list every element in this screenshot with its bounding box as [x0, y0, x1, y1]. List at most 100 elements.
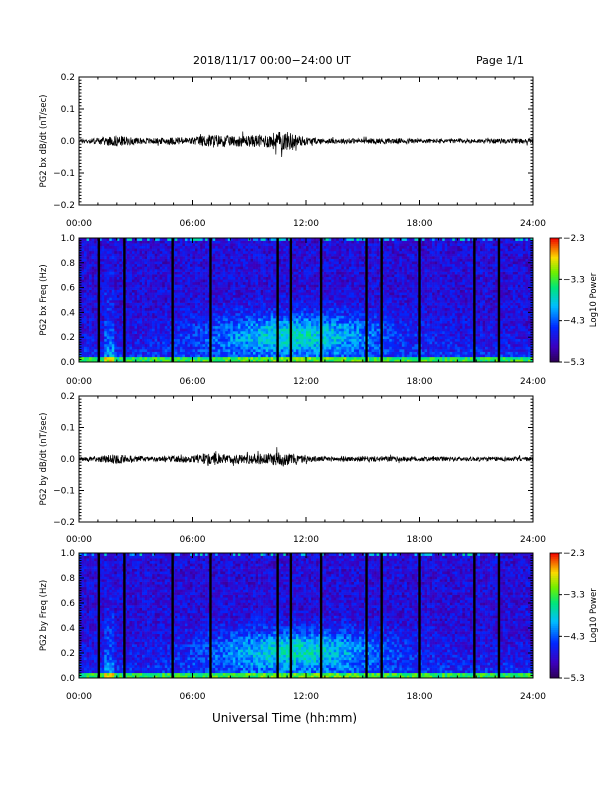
spectrogram-cell: [86, 261, 90, 265]
spectrogram-cell: [104, 343, 108, 347]
spectrogram-cell: [164, 341, 168, 345]
spectrogram-cell: [235, 351, 239, 355]
spectrogram-cell: [278, 284, 282, 288]
spectrogram-cell: [124, 305, 128, 309]
spectrogram-cell: [134, 294, 138, 298]
spectrogram-cell: [328, 325, 332, 329]
spectrogram-cell: [99, 336, 102, 340]
spectrogram-cell: [306, 325, 309, 329]
spectrogram-cell: [311, 300, 314, 303]
spectrogram-cell: [308, 356, 312, 360]
spectrogram-cell: [189, 256, 193, 259]
spectrogram-cell: [205, 328, 208, 332]
spectrogram-cell: [154, 349, 158, 352]
spectrogram-cell: [328, 248, 332, 252]
spectrogram-cell: [104, 248, 108, 252]
spectrogram-cell: [240, 243, 244, 247]
spectrogram-cell: [225, 354, 229, 358]
spectrogram-cell: [111, 243, 115, 247]
spectrogram-cell: [164, 359, 168, 363]
spectrogram-cell: [235, 312, 239, 316]
spectrogram-cell: [240, 338, 244, 342]
spectrogram-cell: [280, 248, 284, 252]
spectrogram-cell: [217, 250, 221, 254]
spectrogram-cell: [99, 351, 102, 355]
spectrogram-cell: [134, 310, 138, 314]
spectrogram-cell: [230, 359, 234, 363]
spectrogram-cell: [89, 328, 92, 332]
spectrogram-cell: [134, 328, 138, 332]
spectrogram-cell: [306, 274, 309, 278]
spectrogram-cell: [207, 310, 211, 314]
spectrogram-cell: [207, 258, 211, 262]
spectrogram-cell: [179, 318, 183, 321]
spectrogram-cell: [260, 238, 264, 241]
spectrogram-cell: [263, 269, 266, 272]
spectrogram-cell: [192, 302, 196, 306]
spectrogram-cell: [119, 333, 123, 337]
spectrogram-cell: [242, 263, 246, 267]
spectrogram-cell: [104, 310, 108, 314]
spectrogram-cell: [124, 318, 128, 321]
spectrogram-cell: [169, 343, 173, 347]
spectrogram-cell: [177, 331, 181, 334]
spectrogram-cell: [273, 320, 277, 324]
spectrogram-cell: [197, 289, 201, 293]
spectrogram-cell: [137, 297, 140, 301]
spectrogram-cell: [323, 279, 327, 283]
spectrogram-cell: [280, 238, 284, 241]
spectrogram-cell: [154, 318, 158, 321]
spectrogram-cell: [260, 245, 264, 249]
spectrogram-cell: [86, 240, 90, 244]
spectrogram-cell: [164, 294, 168, 298]
spectrogram-cell: [137, 243, 140, 247]
spectrogram-cell: [232, 284, 236, 288]
spectrogram-cell: [147, 349, 150, 352]
spectrogram-cell: [187, 341, 191, 345]
spectrogram-cell: [119, 356, 123, 360]
spectrogram-cell: [298, 328, 302, 332]
spectrogram-cell: [321, 240, 324, 244]
spectrogram-cell: [268, 284, 271, 288]
spectrogram-cell: [124, 312, 128, 316]
spectrogram-cell: [273, 315, 277, 319]
spectrogram-cell: [313, 240, 317, 244]
spectrogram-cell: [104, 338, 108, 342]
spectrogram-cell: [326, 359, 329, 363]
spectrogram-cell: [230, 315, 234, 319]
spectrogram-cell: [184, 300, 188, 303]
spectrogram-cell: [149, 354, 153, 358]
spectrogram-cell: [237, 271, 241, 275]
spectrogram-cell: [202, 318, 206, 321]
spectrogram-cell: [91, 292, 95, 296]
spectrogram-cell: [167, 310, 171, 314]
spectrogram-cell: [240, 305, 244, 309]
spectrogram-cell: [227, 287, 231, 290]
spectrogram-cell: [129, 315, 133, 319]
spectrogram-cell: [187, 238, 191, 241]
spectrogram-cell: [331, 300, 335, 303]
spectrogram-cell: [169, 266, 173, 270]
spectrogram-cell: [169, 300, 173, 303]
spectrogram-cell: [227, 238, 231, 241]
spectrogram-cell: [142, 328, 145, 332]
spectrogram-cell: [205, 274, 208, 278]
spectrogram-cell: [227, 276, 231, 280]
spectrogram-cell: [200, 248, 203, 252]
spectrogram-cell: [109, 305, 113, 309]
spectrogram-cell: [280, 328, 284, 332]
spectrogram-cell: [240, 263, 244, 267]
spectrogram-cell: [89, 338, 92, 342]
spectrogram-cell: [116, 281, 120, 285]
spectrogram-cell: [129, 292, 133, 296]
spectrogram-cell: [197, 292, 201, 296]
spectrogram-cell: [157, 253, 161, 257]
spectrogram-cell: [101, 310, 105, 314]
spectrogram-cell: [316, 289, 319, 293]
spectrogram-cell: [222, 351, 226, 355]
spectrogram-cell: [283, 294, 287, 298]
spectrogram-cell: [111, 256, 115, 259]
spectrogram-cell: [182, 266, 186, 270]
spectrogram-cell: [263, 354, 266, 358]
spectrogram-cell: [235, 338, 239, 342]
